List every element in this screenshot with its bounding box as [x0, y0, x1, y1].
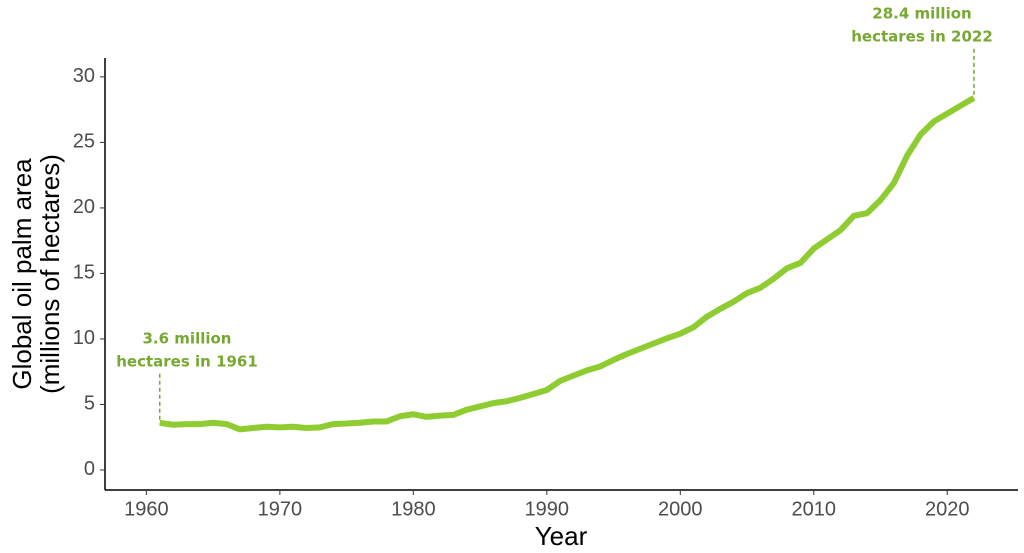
data-line — [159, 95, 976, 433]
x-tick-label: 2000 — [658, 498, 703, 520]
y-tick-label: 25 — [73, 131, 95, 153]
y-tick-label: 0 — [84, 458, 95, 480]
x-axis-title: Year — [535, 521, 588, 551]
x-tick-label: 2010 — [792, 498, 837, 520]
x-tick-label: 2020 — [925, 498, 970, 520]
x-tick-label: 1960 — [124, 498, 169, 520]
y-axis-title: Global oil palm area — [7, 158, 37, 390]
y-tick-label: 5 — [84, 393, 95, 415]
annotation-text: 3.6 million — [143, 329, 232, 347]
y-tick-label: 10 — [73, 327, 95, 349]
x-tick-label: 1970 — [258, 498, 303, 520]
y-tick-label: 20 — [73, 196, 95, 218]
annotation-text: 28.4 million — [872, 4, 971, 22]
y-tick-label: 30 — [73, 65, 95, 87]
annotation-text: hectares in 2022 — [851, 27, 993, 45]
annotation-text: hectares in 1961 — [116, 352, 258, 370]
y-axis-title: (millions of hectares) — [35, 154, 65, 394]
x-tick-label: 1990 — [525, 498, 570, 520]
x-tick-label: 1980 — [391, 498, 436, 520]
y-tick-label: 15 — [73, 262, 95, 284]
